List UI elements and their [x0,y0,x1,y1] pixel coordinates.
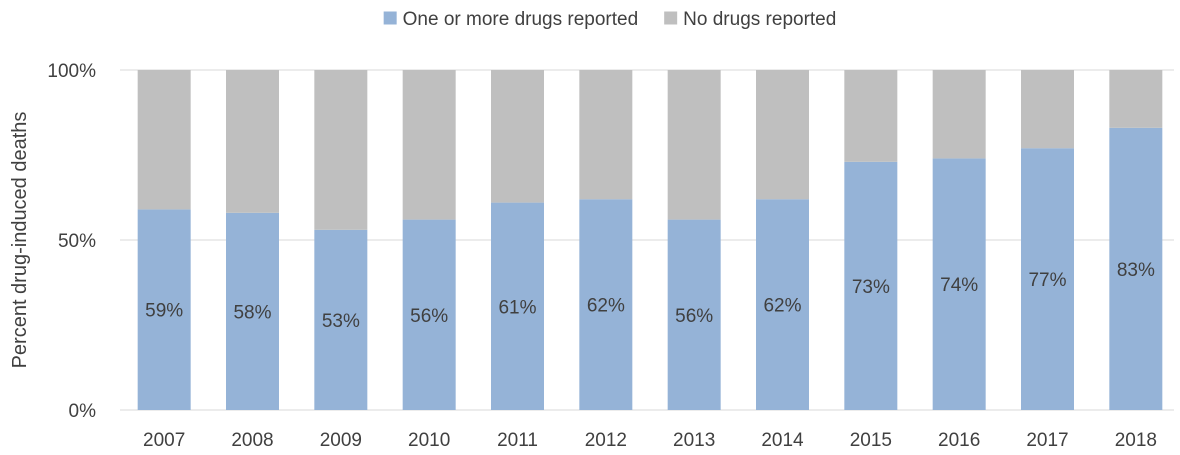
bar-drugs-reported-2014 [756,199,809,410]
legend-swatch [664,11,678,25]
bar-drugs-reported-2012 [579,199,633,410]
bar-drugs-reported-2015 [844,161,898,410]
data-label-2014: 62% [763,296,801,317]
bars [137,70,1163,411]
x-tick-label-2016: 2016 [938,430,980,451]
x-tick-label-2008: 2008 [231,430,273,451]
bar-no-drugs-2011 [491,70,544,203]
bar-no-drugs-2012 [579,70,633,200]
legend-swatch [383,11,397,25]
data-label-2012: 62% [587,296,625,317]
data-label-2015: 73% [852,277,890,298]
x-tick-label-2013: 2013 [673,430,715,451]
bar-drugs-reported-2007 [137,209,191,410]
x-tick-label-2012: 2012 [585,430,627,451]
bar-no-drugs-2013 [667,70,721,220]
data-label-2018: 83% [1117,260,1155,281]
x-tick-label-2007: 2007 [143,430,185,451]
x-tick-label-2018: 2018 [1115,430,1157,451]
legend-label: One or more drugs reported [403,9,639,30]
bar-no-drugs-2009 [314,70,368,230]
bar-drugs-reported-2013 [667,219,721,410]
legend-label: No drugs reported [683,9,836,30]
bar-drugs-reported-2010 [402,219,456,410]
bar-no-drugs-2017 [1021,70,1074,149]
data-label-2009: 53% [322,311,360,332]
x-tick-label-2017: 2017 [1026,430,1068,451]
bar-no-drugs-2016 [932,70,986,159]
x-axis: 2007 2008 2009 2010 2011 2012 2013 2014 2015 2016… [143,430,1157,451]
x-tick-label-2010: 2010 [408,430,450,451]
y-tick-label: 100% [47,61,96,82]
gridlines [120,69,1174,411]
bar-no-drugs-2018 [1109,70,1163,128]
data-label-2007: 59% [145,301,183,322]
data-labels: 59% 58% 53% 56% 61% 62% 56% 62% 73% 74% 77% 83% [145,260,1155,332]
bar-no-drugs-2010 [402,70,456,220]
data-label-2017: 77% [1028,270,1066,291]
y-axis: 0% 50% 100% [47,61,96,422]
x-tick-label-2014: 2014 [761,430,804,451]
bar-drugs-reported-2009 [314,229,368,410]
y-tick-label: 0% [69,401,97,422]
data-label-2011: 61% [498,297,536,318]
bar-no-drugs-2008 [226,70,279,213]
bar-no-drugs-2014 [756,70,809,200]
x-tick-label-2015: 2015 [850,430,892,451]
y-tick-label: 50% [58,231,96,252]
bar-drugs-reported-2011 [491,202,544,410]
y-axis-title: Percent drug-induced deaths [9,112,31,369]
data-label-2016: 74% [940,275,978,296]
legend: One or more drugs reported No drugs repor… [383,9,836,30]
data-label-2013: 56% [675,306,713,327]
bar-drugs-reported-2008 [226,212,279,410]
bar-no-drugs-2007 [137,70,191,210]
data-label-2008: 58% [233,302,271,323]
x-tick-label-2009: 2009 [320,430,362,451]
data-label-2010: 56% [410,306,448,327]
bar-drugs-reported-2018 [1109,127,1163,411]
bar-drugs-reported-2016 [932,158,986,410]
x-tick-label-2011: 2011 [497,430,538,451]
bar-drugs-reported-2017 [1021,148,1074,410]
bar-no-drugs-2015 [844,70,898,162]
